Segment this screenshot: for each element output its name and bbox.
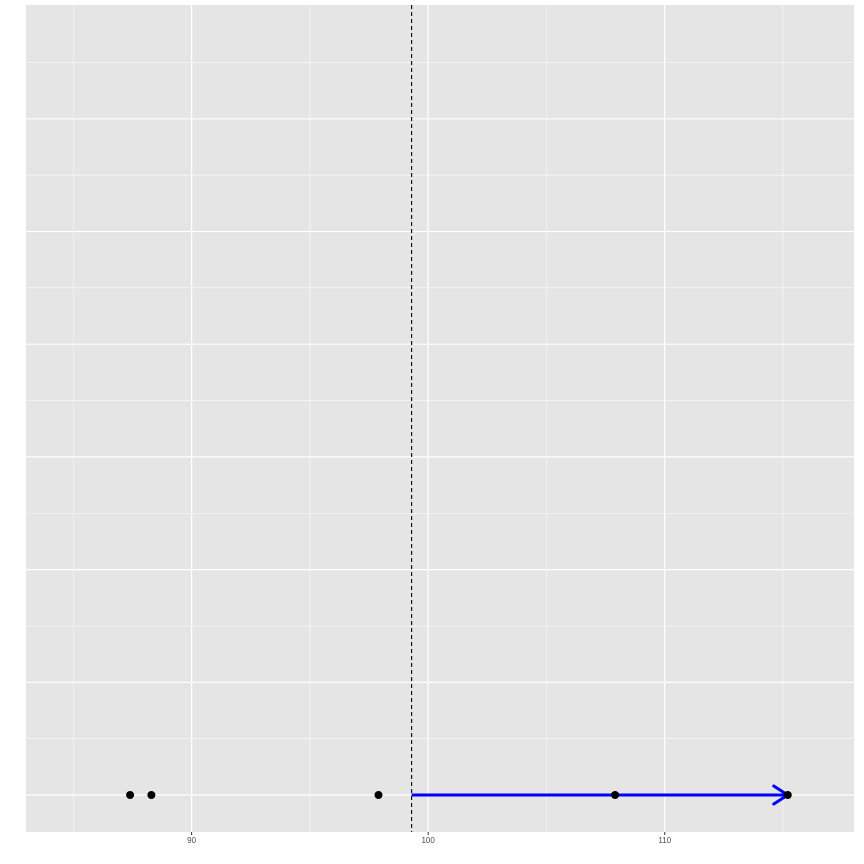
x-axis-ticks xyxy=(191,832,666,835)
x-tick-label: 90 xyxy=(187,836,196,845)
x-axis-tick-labels: 90 100 110 xyxy=(187,836,672,845)
data-point xyxy=(126,791,135,799)
data-point xyxy=(147,791,156,799)
grid-minor-y xyxy=(26,62,854,739)
data-point xyxy=(783,791,792,799)
data-point xyxy=(374,791,383,799)
plot-panel xyxy=(26,5,854,832)
data-point xyxy=(611,791,620,799)
grid-major-x xyxy=(191,5,666,832)
grid-minor-x xyxy=(73,5,784,832)
points-group xyxy=(126,791,792,799)
x-tick-label: 110 xyxy=(658,836,671,845)
x-tick-label: 100 xyxy=(421,836,435,845)
